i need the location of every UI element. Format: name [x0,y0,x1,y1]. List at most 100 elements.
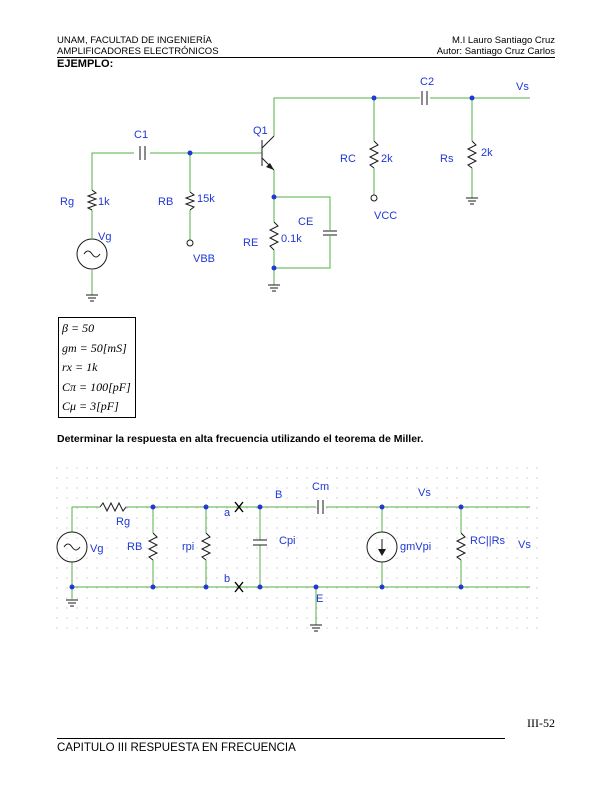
grid-dot [296,497,298,499]
grid-dot [536,487,538,489]
grid-dot [136,507,138,509]
grid-dot [356,577,358,579]
grid-dot [326,547,328,549]
grid-dot [266,477,268,479]
grid-dot [236,497,238,499]
grid-dot [66,607,68,609]
c2-label: C2 [420,76,434,88]
grid-dot [506,497,508,499]
grid-dot [86,487,88,489]
grid-dot [76,577,78,579]
grid-dot [216,477,218,479]
grid-dot [356,487,358,489]
grid-dot [416,467,418,469]
rc-label: RC [340,153,356,165]
grid-dot [476,537,478,539]
grid-dot [416,607,418,609]
header-author: Autor: Santiago Cruz Carlos [436,46,555,57]
grid-dot [496,547,498,549]
grid-dot [216,527,218,529]
grid-dot [246,627,248,629]
grid-dot [306,517,308,519]
grid-dot [296,627,298,629]
grid-dot [476,577,478,579]
grid-dot [526,587,528,589]
grid-dot [396,467,398,469]
grid-dot [76,507,78,509]
grid-dot [256,567,258,569]
grid-dot [466,557,468,559]
grid-dot [256,467,258,469]
grid-dot [376,557,378,559]
grid-dot [126,507,128,509]
grid-dot [326,507,328,509]
grid-dot [396,507,398,509]
grid-dot [196,587,198,589]
grid-dot [66,517,68,519]
grid-dot [436,467,438,469]
grid-dot [486,537,488,539]
grid-dot [66,627,68,629]
grid-dot [406,537,408,539]
grid-dot [76,557,78,559]
grid-dot [486,517,488,519]
grid-dot [316,477,318,479]
grid-dot [366,497,368,499]
node-e-label: E [316,593,323,605]
grid-dot [506,507,508,509]
grid-dot [406,477,408,479]
param-rx: rx = 1k [62,360,98,374]
grid-dot [266,517,268,519]
grid-dot [486,607,488,609]
grid-dot [256,517,258,519]
grid-dot [146,487,148,489]
grid-dot [406,487,408,489]
grid-dot [146,627,148,629]
grid-dot [466,597,468,599]
grid-dot [116,467,118,469]
grid-dot [76,547,78,549]
grid-dot [536,507,538,509]
grid-dot [76,497,78,499]
grid-dot [386,627,388,629]
grid-dot [506,617,508,619]
grid-dot [426,617,428,619]
grid-dot [296,507,298,509]
grid-dot [276,537,278,539]
grid-dot [476,557,478,559]
grid-dot [386,497,388,499]
grid-dot [196,537,198,539]
grid-dot [326,587,328,589]
vcc-label: VCC [374,210,397,222]
grid-dot [456,497,458,499]
grid-dot [106,607,108,609]
grid-dot [376,517,378,519]
grid-dot [136,607,138,609]
grid-dot [86,517,88,519]
rcrs-label: RC||Rs [470,535,506,547]
grid-dot [146,497,148,499]
grid-dot [376,507,378,509]
grid-dot [136,517,138,519]
grid-dot [96,527,98,529]
grid-dot [256,537,258,539]
grid-dot [386,567,388,569]
q1-label: Q1 [253,125,268,137]
grid-dot [496,627,498,629]
grid-dot [366,467,368,469]
grid-dot [96,487,98,489]
grid-dot [436,587,438,589]
grid-dot [466,497,468,499]
grid-dot [156,467,158,469]
grid-dot [446,467,448,469]
grid-dot [446,567,448,569]
grid-dot [86,477,88,479]
grid-dot [146,517,148,519]
header-rule [57,57,555,58]
grid-dot [536,517,538,519]
grid-dot [286,587,288,589]
vbb-label: VBB [193,253,215,265]
grid-dot [476,527,478,529]
grid-dot [376,537,378,539]
grid-dot [56,477,58,479]
